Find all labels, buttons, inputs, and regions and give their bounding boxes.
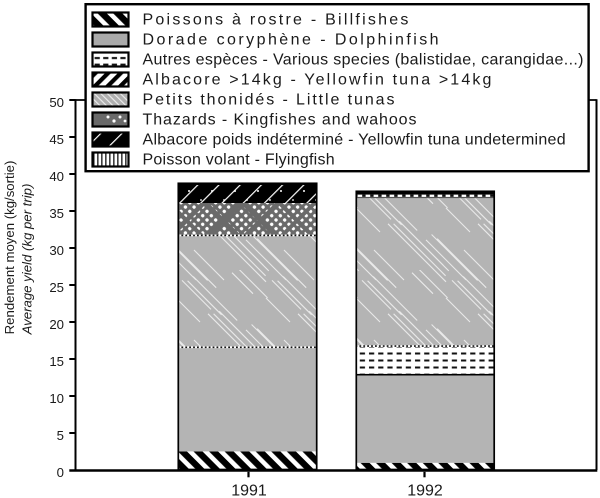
svg-text:0: 0 — [57, 465, 64, 480]
svg-text:20: 20 — [49, 317, 64, 332]
svg-text:5: 5 — [57, 428, 64, 443]
svg-text:1992: 1992 — [407, 483, 443, 498]
svg-text:10: 10 — [49, 391, 64, 406]
svg-text:Albacore >14kg - Yellowfin tun: Albacore >14kg - Yellowfin tuna >14kg — [143, 72, 494, 89]
svg-text:15: 15 — [49, 354, 64, 369]
svg-text:Poisson volant - Flyingfish: Poisson volant - Flyingfish — [143, 152, 335, 169]
svg-text:30: 30 — [49, 243, 64, 258]
svg-text:Autres espèces - Various speci: Autres espèces - Various species (balist… — [143, 52, 584, 69]
svg-text:50: 50 — [49, 95, 64, 110]
svg-text:45: 45 — [49, 132, 64, 147]
svg-text:Rendement moyen (kg/sortie): Rendement moyen (kg/sortie) — [2, 161, 17, 335]
svg-text:Average yield (kg per trip): Average yield (kg per trip) — [19, 184, 34, 336]
svg-text:Petits thonidés - Little tunas: Petits thonidés - Little tunas — [143, 92, 397, 109]
svg-text:25: 25 — [49, 280, 64, 295]
svg-text:35: 35 — [49, 206, 64, 221]
svg-text:Albacore poids indéterminé - Y: Albacore poids indéterminé - Yellowfin t… — [143, 132, 566, 149]
svg-text:40: 40 — [49, 169, 64, 184]
svg-text:Dorade coryphène - Dolphinfish: Dorade coryphène - Dolphinfish — [143, 32, 442, 49]
svg-text:Thazards - Kingfishes and waho: Thazards - Kingfishes and wahoos — [143, 112, 418, 129]
svg-text:1991: 1991 — [231, 483, 267, 498]
svg-text:Poissons à rostre - Billfishes: Poissons à rostre - Billfishes — [143, 12, 411, 29]
